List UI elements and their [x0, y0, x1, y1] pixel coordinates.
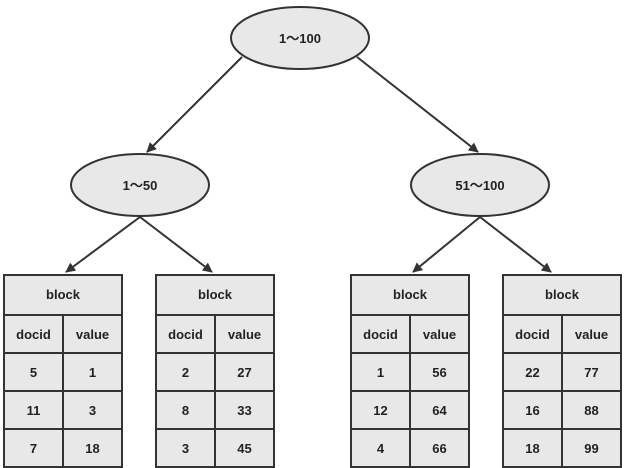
column-header-value: value	[574, 326, 609, 342]
left-node-label: 1～50	[123, 178, 158, 193]
column-header-docid: docid	[157, 316, 216, 352]
table-row: 7 18	[5, 430, 121, 466]
docid-cell: 18	[504, 430, 563, 466]
tree-diagram: 1～100 1～50 51～100	[65, 6, 552, 273]
block-title: block	[157, 276, 273, 316]
value-cell: 3	[88, 402, 97, 418]
table-row: 22 77	[504, 354, 620, 392]
docid-cell: 22	[504, 354, 563, 390]
value-cell: 56	[432, 364, 447, 380]
value-cell: 99	[584, 440, 599, 456]
edge-left-to-block-1	[65, 216, 141, 273]
right-node-label: 51～100	[455, 178, 504, 193]
block-table-4: block docid value 22 77 16 88 18 99	[502, 274, 622, 468]
column-header-value: value	[75, 326, 110, 342]
docid-cell: 1	[352, 354, 411, 390]
docid-cell: 16	[504, 392, 563, 428]
docid-cell: 4	[352, 430, 411, 466]
value-cell: 66	[432, 440, 447, 456]
table-row: 11 3	[5, 392, 121, 430]
table-row: 8 33	[157, 392, 273, 430]
docid-cell: 11	[5, 392, 64, 428]
block-title: block	[352, 276, 468, 316]
edge-right-to-block-3	[412, 216, 481, 273]
table-row: 18 99	[504, 430, 620, 466]
left-node: 1～50	[70, 153, 210, 217]
table-header-row: docid value	[504, 316, 620, 354]
edge-root-to-right	[356, 56, 479, 153]
table-row: 16 88	[504, 392, 620, 430]
docid-cell: 3	[157, 430, 216, 466]
edge-left-to-block-2	[139, 216, 213, 273]
table-row: 2 27	[157, 354, 273, 392]
root-node-label: 1～100	[279, 31, 321, 46]
value-cell: 88	[584, 402, 599, 418]
column-header-value: value	[227, 326, 262, 342]
block-table-3: block docid value 1 56 12 64 4 66	[350, 274, 470, 468]
root-node: 1～100	[230, 6, 370, 70]
value-cell: 77	[584, 364, 599, 380]
value-cell: 27	[237, 364, 252, 380]
value-cell: 45	[237, 440, 252, 456]
block-table-1: block docid value 5 1 11 3 7 18	[3, 274, 123, 468]
value-cell: 1	[88, 364, 97, 380]
docid-cell: 5	[5, 354, 64, 390]
docid-cell: 2	[157, 354, 216, 390]
column-header-docid: docid	[352, 316, 411, 352]
table-header-row: docid value	[5, 316, 121, 354]
column-header-value: value	[422, 326, 457, 342]
table-row: 4 66	[352, 430, 468, 466]
column-header-docid: docid	[5, 316, 64, 352]
block-title: block	[504, 276, 620, 316]
table-row: 5 1	[5, 354, 121, 392]
right-node: 51～100	[410, 153, 550, 217]
edge-root-to-left	[146, 56, 243, 153]
column-header-docid: docid	[504, 316, 563, 352]
value-cell: 64	[432, 402, 447, 418]
table-row: 3 45	[157, 430, 273, 466]
docid-cell: 8	[157, 392, 216, 428]
edge-right-to-block-4	[479, 216, 552, 273]
block-title: block	[5, 276, 121, 316]
table-header-row: docid value	[352, 316, 468, 354]
table-row: 12 64	[352, 392, 468, 430]
value-cell: 18	[85, 440, 100, 456]
block-table-2: block docid value 2 27 8 33 3 45	[155, 274, 275, 468]
docid-cell: 7	[5, 430, 64, 466]
table-row: 1 56	[352, 354, 468, 392]
docid-cell: 12	[352, 392, 411, 428]
value-cell: 33	[237, 402, 252, 418]
table-header-row: docid value	[157, 316, 273, 354]
